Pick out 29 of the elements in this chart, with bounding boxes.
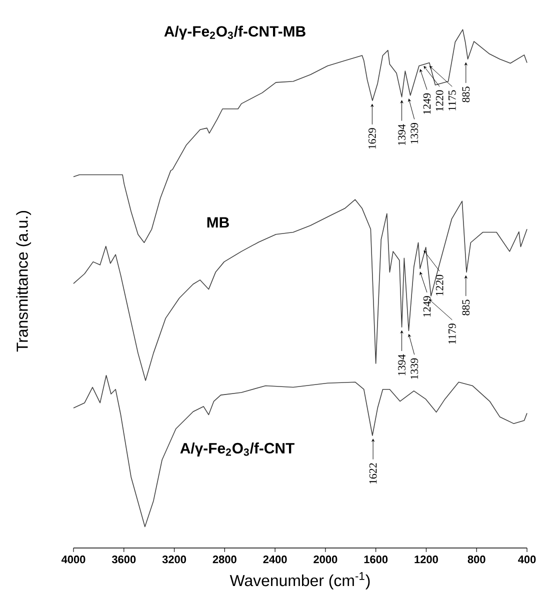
- x-tick-label: 3200: [162, 556, 186, 564]
- y-axis-title: Transmittance (a.u.): [16, 210, 32, 352]
- series-label: A/γ-Fe$_{2}$O$_{3}$/f-CNT: [180, 442, 294, 456]
- annotation: 1622: [369, 463, 377, 484]
- text: A/γ-Fe$_{2}$O$_{3}$/f-CNT-MB: [164, 26, 306, 40]
- x-axis-title: Wavenumber (cm$^{-1}$): [230, 572, 370, 590]
- series-label: MB: [207, 217, 229, 228]
- x-tick-label: 1200: [414, 556, 438, 564]
- x-tick-label: 4000: [61, 556, 86, 564]
- annotation: 1629: [368, 128, 376, 149]
- x-tick-label: 400: [518, 556, 536, 564]
- annotation: 1394: [398, 124, 406, 146]
- annotation: 1394: [398, 354, 406, 376]
- annotation: 1175: [448, 90, 456, 110]
- annotation: 1339: [410, 122, 418, 144]
- x-tick-label: 2400: [263, 556, 287, 564]
- x-tick-label: 3600: [112, 556, 136, 564]
- annotation: 1249: [423, 296, 431, 317]
- annotation: 885: [462, 300, 470, 316]
- annotation: 1249: [423, 93, 431, 114]
- x-tick-label: 1600: [364, 556, 388, 564]
- x-tick-label: 2800: [212, 556, 236, 564]
- annotation: 1179: [448, 324, 456, 344]
- annotation: 1220: [436, 90, 444, 111]
- x-tick-label: 800: [468, 556, 486, 564]
- annotation: 1339: [410, 358, 418, 379]
- x-tick-label: 2000: [314, 556, 338, 564]
- annotation: 885: [462, 86, 470, 102]
- annotation: 1220: [436, 274, 444, 296]
